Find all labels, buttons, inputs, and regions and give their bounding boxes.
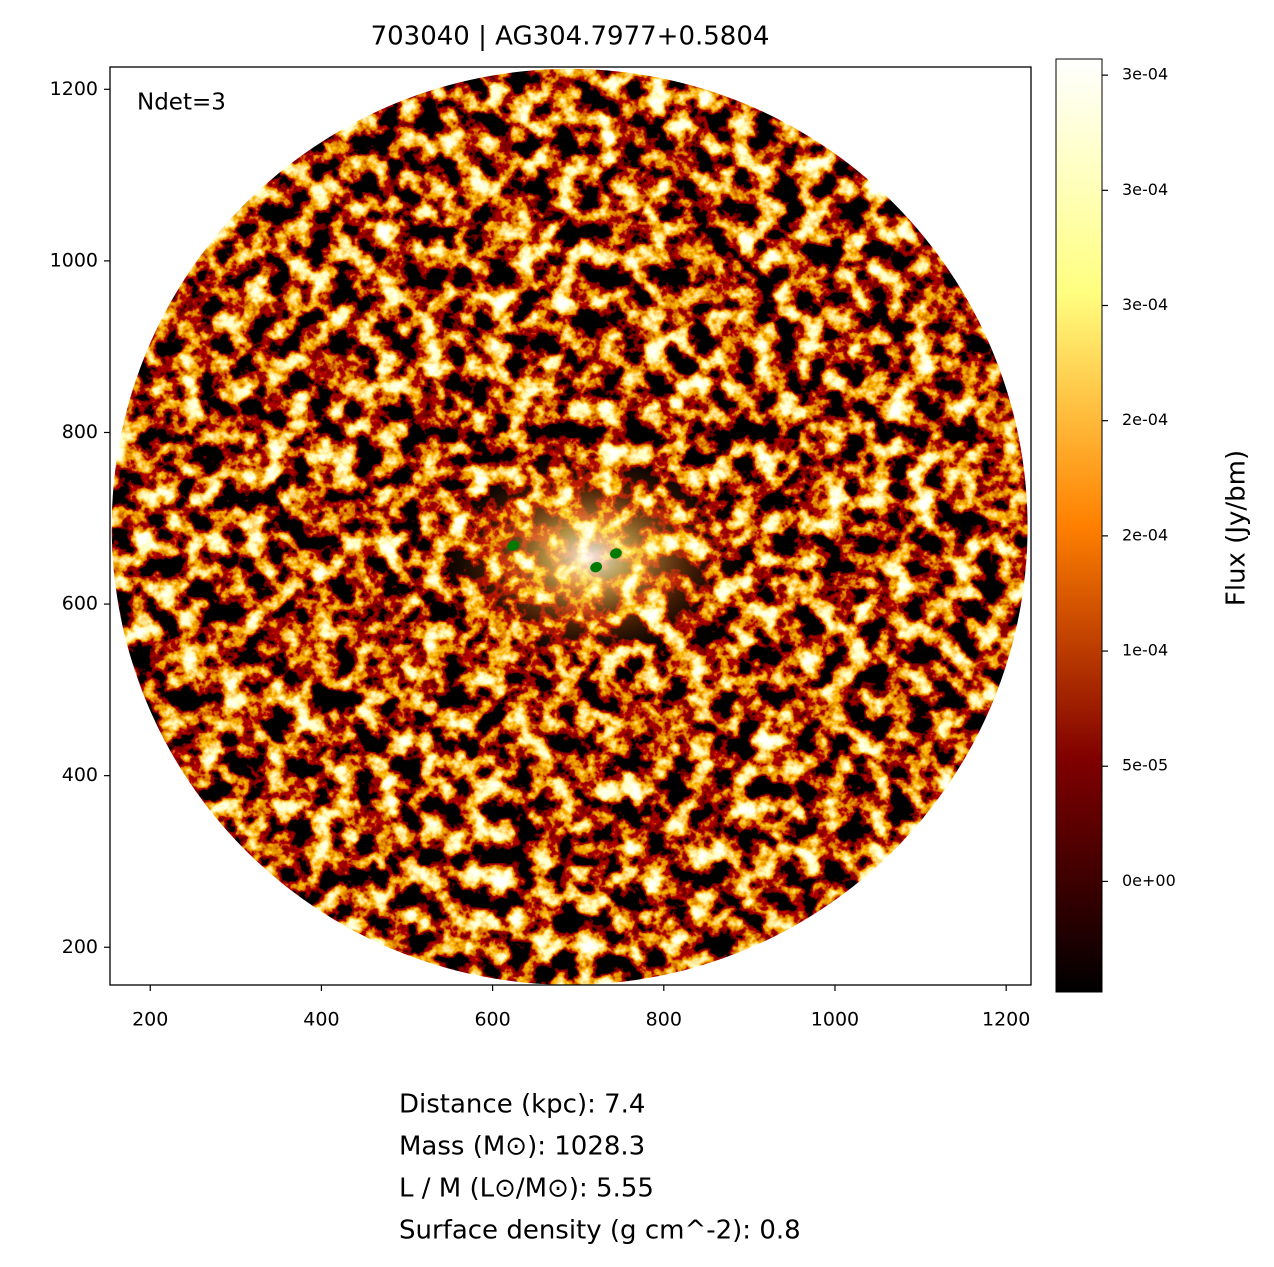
x-tick-label: 800: [646, 1009, 682, 1031]
colorbar-tick-label: 2e-04: [1122, 410, 1168, 429]
y-tick-label: 1200: [50, 78, 98, 100]
x-tick-label: 600: [474, 1009, 510, 1031]
y-tick-label: 200: [62, 936, 98, 958]
colorbar-tick-label: 3e-04: [1122, 65, 1168, 84]
colorbar: [1055, 58, 1103, 993]
x-tick-label: 400: [303, 1009, 339, 1031]
detection: [609, 548, 622, 559]
y-tick-label: 600: [62, 593, 98, 615]
info-line: Surface density (g cm^-2): 0.8: [399, 1216, 801, 1246]
info-line: Distance (kpc): 7.4: [399, 1090, 645, 1120]
colorbar-tick-label: 5e-05: [1122, 756, 1168, 775]
annotation: Ndet=3: [137, 90, 226, 116]
info-line: L / M (L⊙/M⊙): 5.55: [399, 1174, 654, 1204]
info-line: Mass (M⊙): 1028.3: [399, 1132, 645, 1162]
y-tick-label: 800: [62, 421, 98, 443]
colorbar-tick-label: 0e+00: [1122, 871, 1176, 890]
colorbar-label: Flux (Jy/bm): [1222, 450, 1252, 606]
colorbar-tick-label: 1e-04: [1122, 641, 1168, 660]
y-tick-label: 400: [62, 764, 98, 786]
image-layer: [111, 68, 1028, 985]
x-tick-label: 1200: [982, 1009, 1030, 1031]
detection: [507, 540, 520, 551]
y-tick-label: 1000: [50, 249, 98, 271]
detection: [590, 562, 603, 573]
x-tick-label: 200: [132, 1009, 168, 1031]
chart-title: 703040 | AG304.7977+0.5804: [371, 22, 770, 52]
footprint-group: [111, 68, 1028, 985]
colorbar-tick-label: 2e-04: [1122, 525, 1168, 544]
axes-frame: [109, 66, 1032, 986]
colorbar-tick-label: 3e-04: [1122, 295, 1168, 314]
central-emission: [419, 436, 760, 677]
colorbar-tick-label: 3e-04: [1122, 180, 1168, 199]
x-tick-label: 1000: [811, 1009, 859, 1031]
